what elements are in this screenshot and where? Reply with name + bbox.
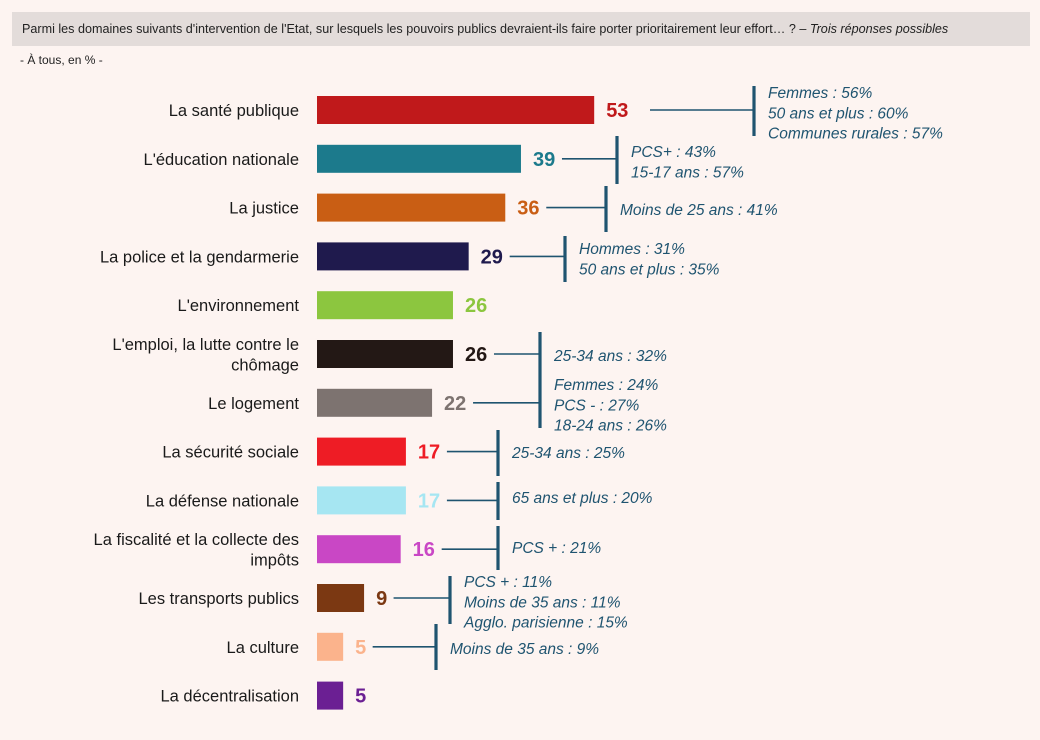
value-label: 5 <box>355 686 366 708</box>
value-label: 36 <box>517 198 539 220</box>
category-label: Les transports publics <box>139 590 300 608</box>
bar <box>317 535 401 564</box>
bar <box>317 388 433 417</box>
category-label-line: La culture <box>227 639 299 657</box>
category-label: La fiscalité et la collecte des impôts <box>94 531 299 570</box>
question-text: Parmi les domaines suivants d'interventi… <box>22 22 810 36</box>
value-label: 53 <box>606 100 628 122</box>
bar <box>317 340 453 368</box>
question-note: Trois réponses possibles <box>809 22 949 36</box>
annotation-text: PCS - : 27% <box>554 397 639 414</box>
annotation-text: Communes rurales : 57% <box>768 126 943 143</box>
annotation-text: 50 ans et plus : 35% <box>579 261 720 278</box>
bar <box>317 144 521 173</box>
category-label: L'environnement <box>178 297 300 315</box>
category-label-line: La police et la gendarmerie <box>100 248 299 266</box>
annotation-text: Moins de 35 ans : 9% <box>450 641 599 658</box>
bar <box>317 193 506 222</box>
category-label-line: impôts <box>250 552 299 570</box>
annotation-text: PCS + : 21% <box>512 540 601 557</box>
annotation-text: 25-34 ans : 32% <box>553 348 667 365</box>
annotation-text: 65 ans et plus : 20% <box>512 490 653 507</box>
category-label: L'éducation nationale <box>144 151 299 169</box>
base-note: - À tous, en % - <box>20 53 103 67</box>
category-label-line: La justice <box>229 200 299 218</box>
category-label-line: L'environnement <box>178 297 300 315</box>
annotation-text: 18-24 ans : 26% <box>554 418 667 435</box>
annotation-text: Hommes : 31% <box>579 241 685 258</box>
annotation-text: 50 ans et plus : 60% <box>768 105 909 122</box>
value-label: 26 <box>465 344 487 366</box>
value-label: 16 <box>413 539 435 561</box>
value-label: 5 <box>355 637 366 659</box>
bar <box>317 584 365 612</box>
category-label: La police et la gendarmerie <box>100 248 299 266</box>
category-label: Le logement <box>208 395 299 413</box>
bar <box>317 242 469 271</box>
category-label-line: La fiscalité et la collecte des <box>94 531 299 549</box>
category-label-line: La sécurité sociale <box>162 444 299 462</box>
category-label: La sécurité sociale <box>162 444 299 462</box>
category-label-line: La défense nationale <box>146 492 299 510</box>
category-label-line: Les transports publics <box>139 590 300 608</box>
category-label: La décentralisation <box>160 688 299 706</box>
annotation-text: Moins de 35 ans : 11% <box>464 594 621 611</box>
annotation-text: 25-34 ans : 25% <box>511 445 625 462</box>
annotation-text: Femmes : 56% <box>768 85 872 102</box>
category-label-line: La santé publique <box>169 102 299 120</box>
bar <box>317 291 453 320</box>
bar <box>317 96 595 124</box>
category-label: La santé publique <box>169 102 299 120</box>
value-label: 9 <box>376 588 387 610</box>
bar <box>317 437 406 466</box>
category-label: La culture <box>227 639 299 657</box>
bar <box>317 486 406 515</box>
bar <box>317 632 344 661</box>
bar <box>317 681 344 710</box>
value-label: 29 <box>481 246 503 268</box>
annotation-text: 15-17 ans : 57% <box>631 164 744 181</box>
category-label: La défense nationale <box>146 492 299 510</box>
category-label-line: Le logement <box>208 395 299 413</box>
annotation-text: Moins de 25 ans : 41% <box>620 202 778 219</box>
annotation-text: Femmes : 24% <box>554 377 658 394</box>
category-label-line: L'emploi, la lutte contre le <box>112 336 299 354</box>
value-label: 39 <box>533 149 555 171</box>
question-header: Parmi les domaines suivants d'interventi… <box>12 12 1030 46</box>
value-label: 17 <box>418 442 440 464</box>
annotation-text: PCS+ : 43% <box>631 144 716 161</box>
category-label-line: L'éducation nationale <box>144 151 299 169</box>
value-label: 22 <box>444 393 466 415</box>
value-label: 26 <box>465 295 487 317</box>
category-label-line: chômage <box>231 357 299 375</box>
annotation-text: Agglo. parisienne : 15% <box>463 615 628 632</box>
category-label-line: La décentralisation <box>160 688 299 706</box>
annotation-text: PCS + : 11% <box>464 574 552 591</box>
category-label: L'emploi, la lutte contre le chômage <box>112 336 299 375</box>
value-label: 17 <box>418 490 440 512</box>
category-label: La justice <box>229 200 299 218</box>
